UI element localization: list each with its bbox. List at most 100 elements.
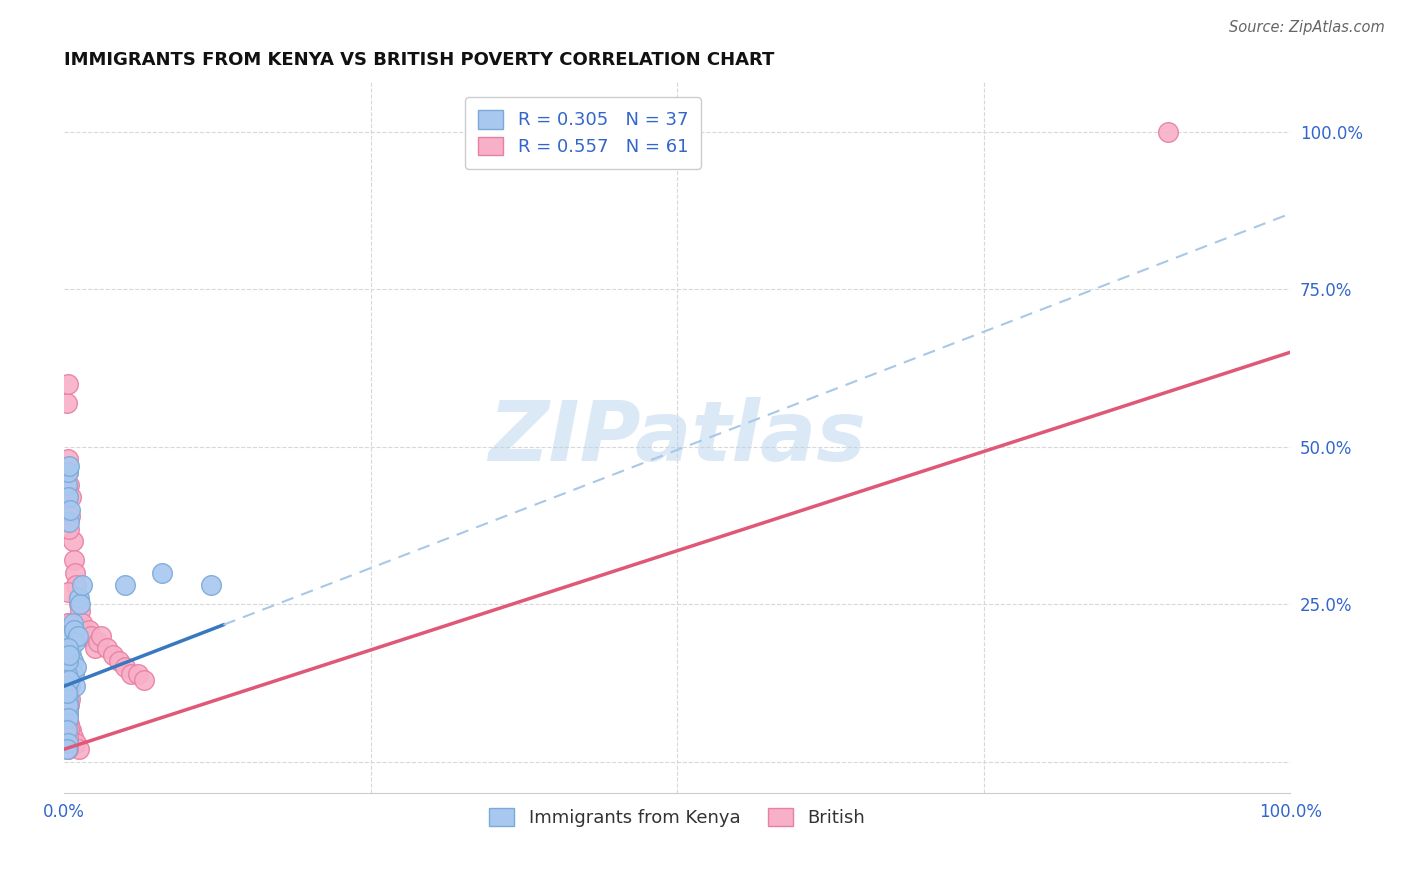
Point [101, 648, 124, 662]
Point [55, 679, 77, 693]
Point [56, 705, 79, 719]
Point [63, 736, 86, 750]
Point [1156, 125, 1178, 139]
Point [63, 553, 86, 567]
Point [127, 666, 149, 681]
Point [56, 705, 79, 719]
Point [55, 477, 77, 491]
Point [56, 376, 79, 391]
Point [59, 509, 82, 524]
Point [56, 691, 79, 706]
Point [66, 591, 89, 605]
Point [77, 623, 100, 637]
Point [80, 629, 103, 643]
Point [58, 717, 80, 731]
Point [56, 711, 79, 725]
Point [58, 673, 80, 687]
Point [58, 698, 80, 713]
Point [62, 730, 84, 744]
Point [55, 666, 77, 681]
Point [63, 679, 86, 693]
Point [55, 666, 77, 681]
Point [56, 654, 79, 668]
Point [58, 679, 80, 693]
Point [67, 742, 90, 756]
Point [58, 648, 80, 662]
Point [62, 654, 84, 668]
Point [67, 597, 90, 611]
Point [60, 490, 83, 504]
Point [96, 641, 118, 656]
Point [114, 660, 136, 674]
Point [60, 723, 83, 738]
Point [55, 395, 77, 409]
Point [60, 648, 83, 662]
Point [65, 736, 87, 750]
Point [65, 660, 87, 674]
Point [56, 691, 79, 706]
Point [56, 673, 79, 687]
Point [62, 616, 84, 631]
Point [55, 685, 77, 699]
Text: Source: ZipAtlas.com: Source: ZipAtlas.com [1229, 20, 1385, 35]
Point [56, 705, 79, 719]
Point [66, 629, 89, 643]
Point [56, 654, 79, 668]
Point [56, 629, 79, 643]
Point [59, 503, 82, 517]
Point [55, 742, 77, 756]
Point [58, 723, 80, 738]
Point [56, 711, 79, 725]
Point [76, 629, 98, 643]
Point [59, 691, 82, 706]
Point [63, 623, 86, 637]
Point [56, 616, 79, 631]
Point [56, 465, 79, 479]
Point [56, 698, 79, 713]
Point [56, 584, 79, 599]
Point [58, 477, 80, 491]
Point [56, 742, 79, 756]
Point [72, 578, 94, 592]
Point [73, 629, 96, 643]
Point [56, 465, 79, 479]
Text: IMMIGRANTS FROM KENYA VS BRITISH POVERTY CORRELATION CHART: IMMIGRANTS FROM KENYA VS BRITISH POVERTY… [65, 51, 775, 69]
Point [108, 654, 131, 668]
Point [59, 679, 82, 693]
Point [83, 641, 105, 656]
Point [67, 591, 90, 605]
Point [59, 723, 82, 738]
Legend: Immigrants from Kenya, British: Immigrants from Kenya, British [482, 800, 872, 834]
Point [132, 673, 155, 687]
Point [150, 566, 173, 580]
Point [58, 616, 80, 631]
Point [200, 578, 222, 592]
Point [62, 534, 84, 549]
Point [58, 666, 80, 681]
Point [58, 458, 80, 473]
Point [56, 711, 79, 725]
Point [65, 578, 87, 592]
Point [114, 578, 136, 592]
Point [63, 666, 86, 681]
Point [69, 604, 91, 618]
Point [56, 685, 79, 699]
Text: ZIPatlas: ZIPatlas [488, 397, 866, 478]
Point [56, 641, 79, 656]
Point [60, 629, 83, 643]
Point [58, 522, 80, 536]
Point [121, 666, 143, 681]
Point [55, 723, 77, 738]
Point [63, 566, 86, 580]
Point [90, 629, 112, 643]
Point [69, 597, 91, 611]
Point [58, 641, 80, 656]
Point [56, 452, 79, 467]
Point [72, 616, 94, 631]
Point [56, 736, 79, 750]
Point [58, 516, 80, 530]
Point [56, 483, 79, 498]
Point [63, 635, 86, 649]
Point [56, 730, 79, 744]
Point [56, 490, 79, 504]
